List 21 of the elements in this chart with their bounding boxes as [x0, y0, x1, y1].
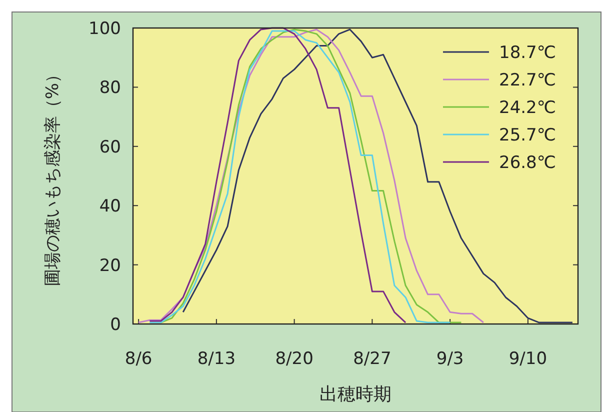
y-axis-title: 圃場の穂いもち感染率（%） [43, 66, 63, 286]
legend-label: 24.2℃ [499, 98, 556, 118]
x-tick-label: 9/10 [508, 349, 548, 369]
legend-label: 18.7℃ [499, 43, 556, 63]
y-tick-label: 20 [99, 256, 121, 276]
x-tick-label: 8/6 [124, 349, 152, 369]
y-tick-label: 100 [88, 19, 121, 39]
x-axis-title: 出穂時期 [320, 384, 392, 405]
y-tick-label: 80 [99, 78, 121, 98]
legend-label: 26.8℃ [499, 153, 556, 173]
y-tick-label: 40 [99, 196, 121, 217]
line-series [148, 27, 406, 324]
x-tick-label: 8/27 [353, 349, 392, 369]
x-tick-label: 8/13 [197, 349, 236, 369]
x-tick-label: 8/20 [275, 349, 314, 369]
y-tick-label: 60 [99, 137, 121, 158]
y-tick-label: 0 [110, 315, 121, 335]
line-series [182, 28, 574, 324]
legend-label: 22.7℃ [499, 70, 556, 90]
x-tick-label: 9/3 [436, 349, 464, 369]
legend-label: 25.7℃ [499, 126, 556, 146]
